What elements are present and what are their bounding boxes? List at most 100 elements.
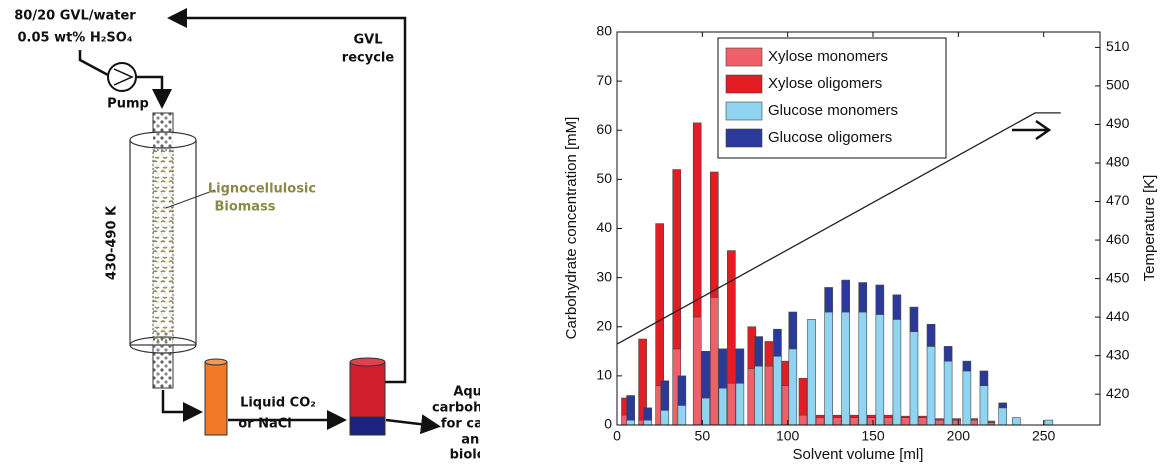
- bar: [781, 360, 791, 387]
- bar: [979, 370, 989, 386]
- bar: [815, 414, 825, 418]
- bar: [718, 348, 728, 389]
- product-label: and/or: [461, 433, 480, 448]
- bar: [858, 311, 868, 426]
- bar: [998, 407, 1008, 426]
- biomass-label: Lignocellulosic: [208, 182, 316, 197]
- product-label: biological: [450, 448, 480, 463]
- bar: [621, 397, 630, 416]
- y2-tick-label: 460: [1106, 231, 1130, 247]
- recycle-label: GVL: [353, 33, 382, 48]
- y2-tick-label: 510: [1106, 38, 1130, 54]
- y-tick-label: 10: [596, 367, 612, 383]
- y-tick-label: 70: [596, 72, 612, 88]
- bar: [832, 414, 842, 418]
- bar: [952, 418, 961, 421]
- bar: [718, 387, 728, 426]
- bar: [824, 311, 833, 426]
- bar: [626, 395, 635, 421]
- bar: [773, 355, 782, 426]
- bar: [672, 169, 682, 350]
- product-label: Aqueous: [453, 385, 480, 400]
- bar: [841, 279, 850, 313]
- y2-tick-label: 480: [1106, 154, 1130, 170]
- bar: [849, 414, 859, 418]
- legend-label: Xylose monomers: [768, 48, 888, 65]
- bar: [909, 331, 919, 426]
- x-tick-label: 150: [861, 428, 885, 444]
- x-tick-label: 250: [1032, 428, 1056, 444]
- y2-tick-label: 430: [1106, 346, 1130, 362]
- bar: [867, 414, 876, 418]
- bar: [926, 346, 936, 426]
- bar: [643, 407, 653, 421]
- biomass-label: Biomass: [214, 200, 275, 215]
- bar: [1044, 419, 1054, 426]
- bar: [655, 223, 664, 386]
- bar: [986, 422, 996, 426]
- bar: [735, 382, 745, 426]
- legend-swatch: [725, 101, 763, 121]
- plot-frame: [616, 31, 1101, 426]
- bar: [998, 402, 1008, 409]
- bar: [901, 415, 910, 418]
- product-label: carbohydrates: [432, 401, 480, 416]
- bar: [824, 287, 833, 313]
- bar: [952, 419, 961, 426]
- bar: [798, 414, 808, 426]
- bar: [677, 405, 687, 426]
- bar: [969, 419, 979, 426]
- bar: [788, 348, 798, 426]
- bar: [875, 314, 885, 426]
- red-vessel: [349, 361, 386, 418]
- separation-label: or NaCl: [238, 417, 292, 432]
- y2-axis-label: Temperature [K]: [1141, 175, 1158, 282]
- y-tick-label: 80: [596, 23, 612, 39]
- y-tick-label: 30: [596, 268, 612, 284]
- bar: [764, 365, 774, 426]
- bar: [781, 385, 791, 426]
- y-tick-label: 40: [596, 219, 612, 235]
- bar: [709, 296, 719, 426]
- temperature-line: [616, 112, 1061, 345]
- bar: [849, 417, 859, 426]
- y2-tick-label: 420: [1106, 385, 1130, 401]
- bar: [692, 316, 702, 426]
- bar: [643, 419, 653, 426]
- y-tick-label: 50: [596, 170, 612, 186]
- bar: [832, 417, 842, 426]
- bar: [621, 414, 630, 426]
- bar: [701, 351, 711, 399]
- product-label: upgrading: [447, 463, 480, 464]
- bar: [943, 346, 953, 362]
- bar: [638, 338, 647, 421]
- bar: [638, 419, 647, 426]
- bar: [709, 171, 719, 298]
- bar: [969, 418, 979, 421]
- bar: [918, 417, 927, 426]
- bar: [884, 414, 893, 418]
- separation-label: Liquid CO₂: [240, 396, 316, 411]
- bar: [892, 319, 902, 426]
- legend-label: Glucose oligomers: [768, 129, 892, 146]
- bar: [935, 418, 944, 421]
- bar: [909, 306, 919, 332]
- x-tick-label: 0: [613, 428, 621, 444]
- bar: [672, 348, 682, 426]
- outlet-line: [161, 390, 203, 422]
- legend-label: Glucose monomers: [768, 102, 898, 119]
- bar: [918, 415, 927, 418]
- bar: [747, 368, 757, 426]
- legend-swatch: [725, 47, 763, 67]
- bar: [626, 419, 635, 426]
- bar: [815, 417, 825, 426]
- bar: [701, 397, 711, 426]
- feed-line: [78, 50, 109, 77]
- x-tick-label: 100: [776, 428, 800, 444]
- legend-swatch: [725, 128, 763, 148]
- bar: [1012, 417, 1021, 426]
- pump-label: Pump: [107, 97, 149, 112]
- y2-tick-label: 470: [1106, 192, 1130, 208]
- bar: [798, 378, 808, 416]
